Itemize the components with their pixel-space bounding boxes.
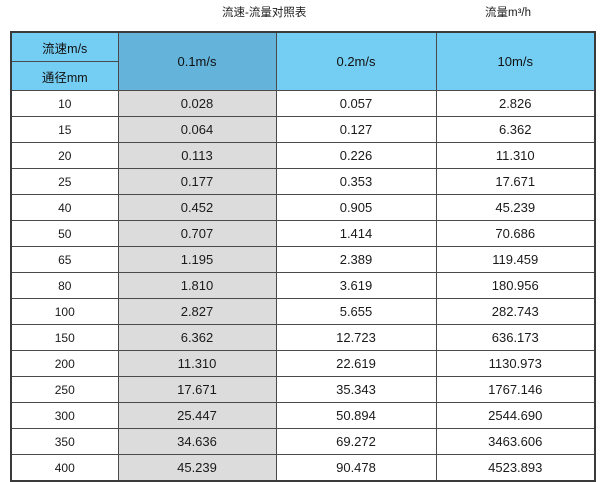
table-row: 80 1.810 3.619 180.956: [10, 272, 596, 299]
cell-v02: 0.905: [275, 194, 437, 221]
cell-v01: 2.827: [117, 298, 277, 325]
cell-v10: 1767.146: [435, 376, 596, 403]
cell-v01: 1.810: [117, 272, 277, 299]
cell-v10: 282.743: [435, 298, 596, 325]
corner-header-diameter: 通径mm: [10, 61, 119, 91]
table-row: 15 0.064 0.127 6.362: [10, 116, 596, 143]
caption-row: 流速-流量对照表 流量m³/h: [0, 0, 600, 30]
cell-dn: 15: [10, 116, 119, 143]
cell-v01: 1.195: [117, 246, 277, 273]
cell-v10: 2.826: [435, 90, 596, 117]
header-row-1: 流速m/s 0.1m/s 0.2m/s 10m/s: [10, 31, 596, 91]
cell-v01: 0.113: [117, 142, 277, 169]
cell-v01: 6.362: [117, 324, 277, 351]
cell-v02: 0.057: [275, 90, 437, 117]
table-row: 200 11.310 22.619 1130.973: [10, 350, 596, 377]
cell-v02: 90.478: [275, 454, 437, 482]
units-label: 流量m³/h: [485, 7, 531, 19]
cell-dn: 65: [10, 246, 119, 273]
cell-v02: 0.226: [275, 142, 437, 169]
table-row: 50 0.707 1.414 70.686: [10, 220, 596, 247]
cell-v02: 3.619: [275, 272, 437, 299]
cell-v02: 22.619: [275, 350, 437, 377]
cell-v02: 1.414: [275, 220, 437, 247]
cell-v01: 0.064: [117, 116, 277, 143]
table-row: 65 1.195 2.389 119.459: [10, 246, 596, 273]
cell-v02: 0.127: [275, 116, 437, 143]
cell-v10: 119.459: [435, 246, 596, 273]
cell-dn: 50: [10, 220, 119, 247]
table-row: 150 6.362 12.723 636.173: [10, 324, 596, 351]
flow-rate-table-wrapper: 流速m/s 0.1m/s 0.2m/s 10m/s 通径mm 10 0.028 …: [10, 31, 596, 482]
table-row: 100 2.827 5.655 282.743: [10, 298, 596, 325]
cell-dn: 400: [10, 454, 119, 482]
table-row: 350 34.636 69.272 3463.606: [10, 428, 596, 455]
table-row: 40 0.452 0.905 45.239: [10, 194, 596, 221]
cell-v01: 34.636: [117, 428, 277, 455]
cell-v02: 0.353: [275, 168, 437, 195]
cell-dn: 200: [10, 350, 119, 377]
cell-v10: 70.686: [435, 220, 596, 247]
cell-dn: 100: [10, 298, 119, 325]
column-header-0: 0.1m/s: [117, 31, 277, 91]
cell-v10: 2544.690: [435, 402, 596, 429]
cell-v01: 11.310: [117, 350, 277, 377]
cell-v10: 17.671: [435, 168, 596, 195]
table-row: 20 0.113 0.226 11.310: [10, 142, 596, 169]
column-header-1: 0.2m/s: [275, 31, 437, 91]
cell-v10: 636.173: [435, 324, 596, 351]
cell-dn: 25: [10, 168, 119, 195]
cell-v01: 0.177: [117, 168, 277, 195]
header-row-2: 通径mm: [10, 61, 595, 91]
cell-dn: 80: [10, 272, 119, 299]
cell-v10: 1130.973: [435, 350, 596, 377]
table-row: 300 25.447 50.894 2544.690: [10, 402, 596, 429]
table-row: 10 0.028 0.057 2.826: [10, 90, 596, 117]
cell-v02: 50.894: [275, 402, 437, 429]
cell-v01: 45.239: [117, 454, 277, 482]
cell-v02: 2.389: [275, 246, 437, 273]
cell-v10: 180.956: [435, 272, 596, 299]
flow-rate-table: 流速m/s 0.1m/s 0.2m/s 10m/s 通径mm 10 0.028 …: [10, 31, 596, 482]
cell-v01: 0.452: [117, 194, 277, 221]
cell-v10: 11.310: [435, 142, 596, 169]
cell-dn: 250: [10, 376, 119, 403]
cell-v01: 0.707: [117, 220, 277, 247]
cell-dn: 350: [10, 428, 119, 455]
cell-v02: 12.723: [275, 324, 437, 351]
table-row: 400 45.239 90.478 4523.893: [10, 454, 596, 482]
table-header: 流速m/s 0.1m/s 0.2m/s 10m/s 通径mm: [10, 31, 596, 91]
table-body: 10 0.028 0.057 2.826 15 0.064 0.127 6.36…: [10, 90, 596, 482]
cell-dn: 300: [10, 402, 119, 429]
cell-dn: 40: [10, 194, 119, 221]
cell-v10: 45.239: [435, 194, 596, 221]
cell-v02: 69.272: [275, 428, 437, 455]
cell-dn: 10: [10, 90, 119, 117]
corner-header-velocity: 流速m/s: [10, 31, 119, 62]
cell-dn: 150: [10, 324, 119, 351]
table-row: 25 0.177 0.353 17.671: [10, 168, 596, 195]
table-title: 流速-流量对照表: [222, 7, 307, 19]
cell-v10: 4523.893: [435, 454, 596, 482]
cell-v01: 25.447: [117, 402, 277, 429]
cell-v01: 0.028: [117, 90, 277, 117]
table-row: 250 17.671 35.343 1767.146: [10, 376, 596, 403]
cell-v02: 35.343: [275, 376, 437, 403]
cell-v01: 17.671: [117, 376, 277, 403]
cell-v10: 3463.606: [435, 428, 596, 455]
cell-v02: 5.655: [275, 298, 437, 325]
column-header-2: 10m/s: [435, 31, 596, 91]
cell-dn: 20: [10, 142, 119, 169]
cell-v10: 6.362: [435, 116, 596, 143]
